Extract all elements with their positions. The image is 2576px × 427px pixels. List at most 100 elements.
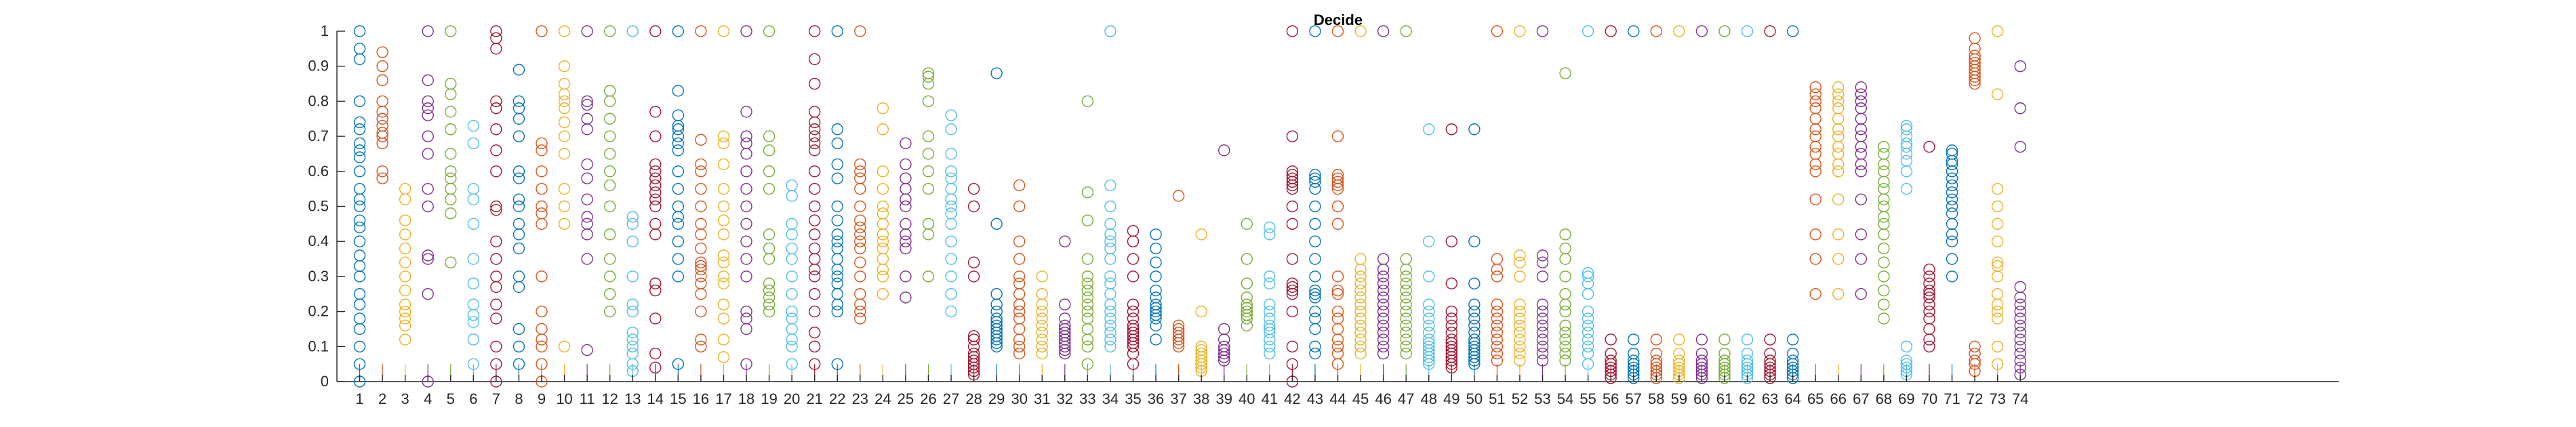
data-point (353, 235, 366, 247)
data-point (1377, 263, 1390, 276)
data-point (1559, 305, 1571, 318)
data-point (808, 25, 821, 37)
data-point (1514, 347, 1526, 360)
data-point (649, 193, 662, 205)
data-point (877, 288, 889, 300)
data-point (1286, 340, 1299, 352)
data-point (672, 85, 685, 97)
data-point (1514, 256, 1526, 268)
data-point (786, 358, 798, 370)
data-point (581, 98, 593, 111)
data-point (740, 130, 752, 142)
x-tick-label: 39 (1215, 390, 1232, 407)
data-point (626, 326, 639, 339)
data-point (536, 165, 548, 178)
data-point (1331, 218, 1344, 230)
data-point (581, 25, 593, 37)
data-point (1536, 340, 1549, 352)
data-point (695, 277, 707, 289)
data-point (945, 123, 957, 136)
data-point (1195, 305, 1207, 318)
data-point (1400, 253, 1412, 265)
data-point (1354, 305, 1367, 318)
data-point (763, 228, 776, 241)
data-point (831, 298, 843, 310)
data-point (1331, 179, 1344, 192)
data-point (536, 137, 548, 150)
data-point (626, 25, 639, 37)
data-point (740, 253, 752, 265)
data-point (2014, 319, 2026, 331)
data-point (649, 186, 662, 199)
data-point (945, 235, 957, 247)
x-tick-label: 27 (943, 390, 959, 407)
data-point (1104, 298, 1116, 310)
data-point (1764, 25, 1776, 37)
data-point (695, 218, 707, 230)
data-point (399, 182, 411, 195)
data-point (1264, 228, 1276, 241)
data-point (353, 270, 366, 283)
data-point (1582, 312, 1594, 325)
data-point (1331, 130, 1344, 142)
data-point (695, 263, 707, 276)
data-point (1491, 333, 1504, 346)
data-point (1013, 200, 1026, 213)
data-point (1354, 277, 1367, 289)
data-point (1628, 25, 1640, 37)
data-point (1832, 81, 1845, 94)
data-point (1991, 256, 2004, 268)
data-point (1013, 253, 1026, 265)
data-point (1991, 218, 2004, 230)
data-point (399, 242, 411, 255)
data-point (786, 228, 798, 241)
x-tick-label: 1 (355, 390, 363, 407)
data-point (1855, 140, 1868, 153)
data-point (1946, 228, 1958, 241)
x-tick-label: 61 (1716, 390, 1733, 407)
data-point (831, 263, 843, 276)
data-point (581, 123, 593, 136)
data-point (808, 263, 821, 276)
data-point (1855, 253, 1868, 265)
data-point (831, 235, 843, 247)
data-point (1946, 158, 1958, 171)
data-point (808, 214, 821, 226)
data-point (1559, 67, 1571, 79)
data-point (900, 242, 912, 255)
data-point (1150, 284, 1162, 297)
data-point (1491, 340, 1504, 352)
data-point (1104, 253, 1116, 265)
data-point (353, 151, 366, 163)
data-point (399, 214, 411, 226)
data-point (854, 256, 866, 268)
data-point (1127, 305, 1140, 318)
y-tick-label: 0.9 (308, 58, 329, 75)
data-point (1491, 312, 1504, 325)
data-point (2014, 326, 2026, 339)
data-point (512, 64, 525, 76)
data-point (1536, 249, 1549, 262)
data-point (512, 95, 525, 108)
data-point (649, 165, 662, 178)
data-point (1286, 218, 1299, 230)
data-point (1081, 284, 1094, 297)
data-point (1514, 326, 1526, 339)
data-point (1832, 95, 1845, 108)
data-point (1104, 305, 1116, 318)
data-point (763, 182, 776, 195)
x-tick-label: 2 (378, 390, 386, 407)
data-point (1855, 158, 1868, 171)
data-point (922, 165, 935, 178)
x-tick-label: 30 (1011, 390, 1027, 407)
data-point (1832, 130, 1845, 142)
data-point (1331, 200, 1344, 213)
data-point (1991, 288, 2004, 300)
data-point (1878, 270, 1890, 283)
data-point (2014, 361, 2026, 374)
y-tick-label: 0.3 (308, 268, 329, 285)
data-point (877, 228, 889, 241)
x-tick-label: 10 (556, 390, 572, 407)
data-point (1946, 218, 1958, 230)
data-point (1127, 340, 1140, 352)
